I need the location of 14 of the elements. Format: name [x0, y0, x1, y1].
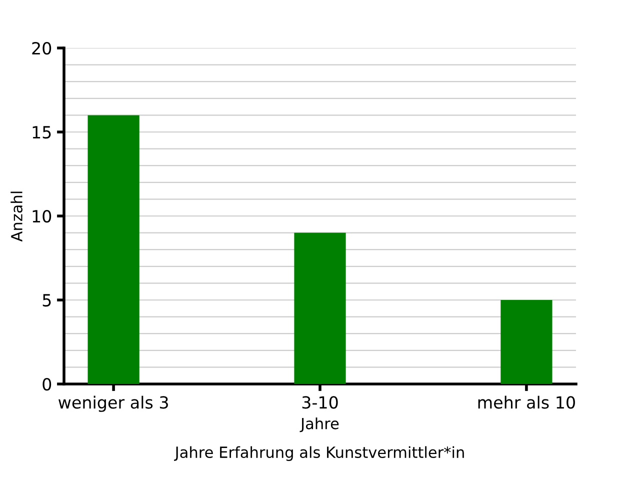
y-tick-label: 20	[32, 42, 52, 55]
y-tick-label: 5	[42, 294, 51, 307]
x-tick-label: 3-10	[302, 396, 338, 409]
bar	[500, 300, 552, 384]
bar	[88, 115, 140, 384]
x-tick-label: weniger als 3	[58, 396, 168, 412]
y-tick-label: 15	[32, 126, 51, 139]
x-tick-label: mehr als 10	[478, 396, 575, 409]
y-tick-label: 10	[32, 210, 52, 223]
y-tick-label: 0	[42, 378, 52, 391]
y-axis-title: Anzahl	[10, 192, 22, 242]
x-axis-title: Jahre	[300, 417, 339, 432]
bar	[294, 232, 346, 384]
text: Jahre Erfahrung als Kunstvermittler*in	[174, 446, 464, 461]
